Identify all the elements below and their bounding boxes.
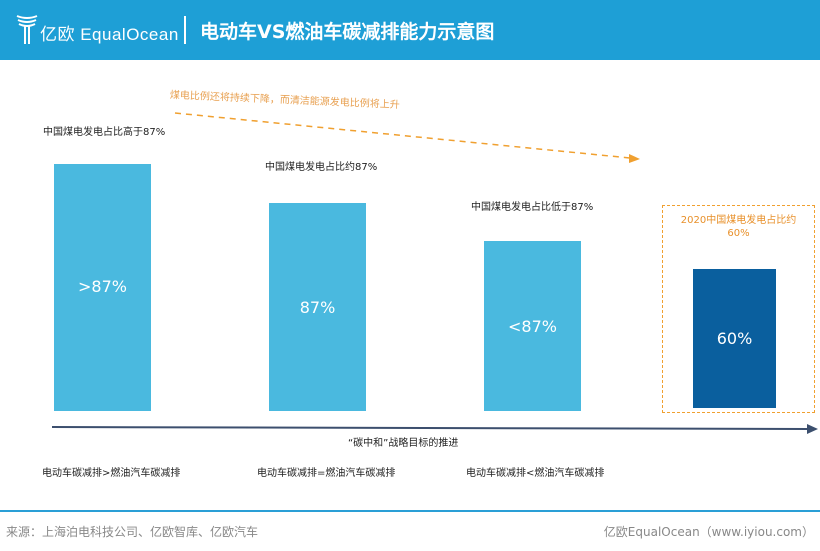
equalocean-logo-icon — [16, 15, 38, 44]
bar-value: 87% — [299, 297, 336, 317]
comparison-text: 电动车碳减排=燃油汽车碳减排 — [257, 468, 396, 479]
bar-stage-1: >87% — [54, 164, 151, 411]
stage-label: 中国煤电发电占比约87% — [265, 162, 378, 173]
bar-2020: 60% — [693, 269, 776, 408]
comparison-text: 电动车碳减排>燃油汽车碳减排 — [42, 468, 181, 479]
brand-text: 亿欧EqualOcean（www.iyiou.com） — [603, 525, 814, 539]
bar-value: 60% — [716, 329, 753, 348]
highlight-box: 2020中国煤电发电占比约60% — [662, 205, 815, 413]
axis-label: “碳中和”战略目标的推进 — [348, 438, 459, 449]
header-bar: 亿欧 EqualOcean 电动车VS燃油车碳减排能力示意图 — [0, 0, 820, 60]
page-title: 电动车VS燃油车碳减排能力示意图 — [200, 21, 495, 43]
bar-value: >87% — [78, 277, 127, 296]
header-divider — [184, 16, 186, 44]
logo-text: 亿欧 EqualOcean — [40, 25, 179, 44]
comparison-text: 电动车碳减排<燃油汽车碳减排 — [466, 468, 605, 479]
bar-stage-2: 87% — [269, 203, 366, 411]
source-text: 来源：上海泊电科技公司、亿欧智库、亿欧汽车 — [6, 525, 259, 539]
stage-label-2020: 2020中国煤电发电占比约60% — [680, 215, 797, 239]
stage-label: 中国煤电发电占比高于87% — [43, 127, 166, 138]
bar-value: <87% — [508, 316, 557, 336]
stage-label: 中国煤电发电占比低于87% — [471, 202, 594, 213]
footer-divider — [0, 510, 820, 512]
bar-stage-3: <87% — [484, 241, 581, 411]
